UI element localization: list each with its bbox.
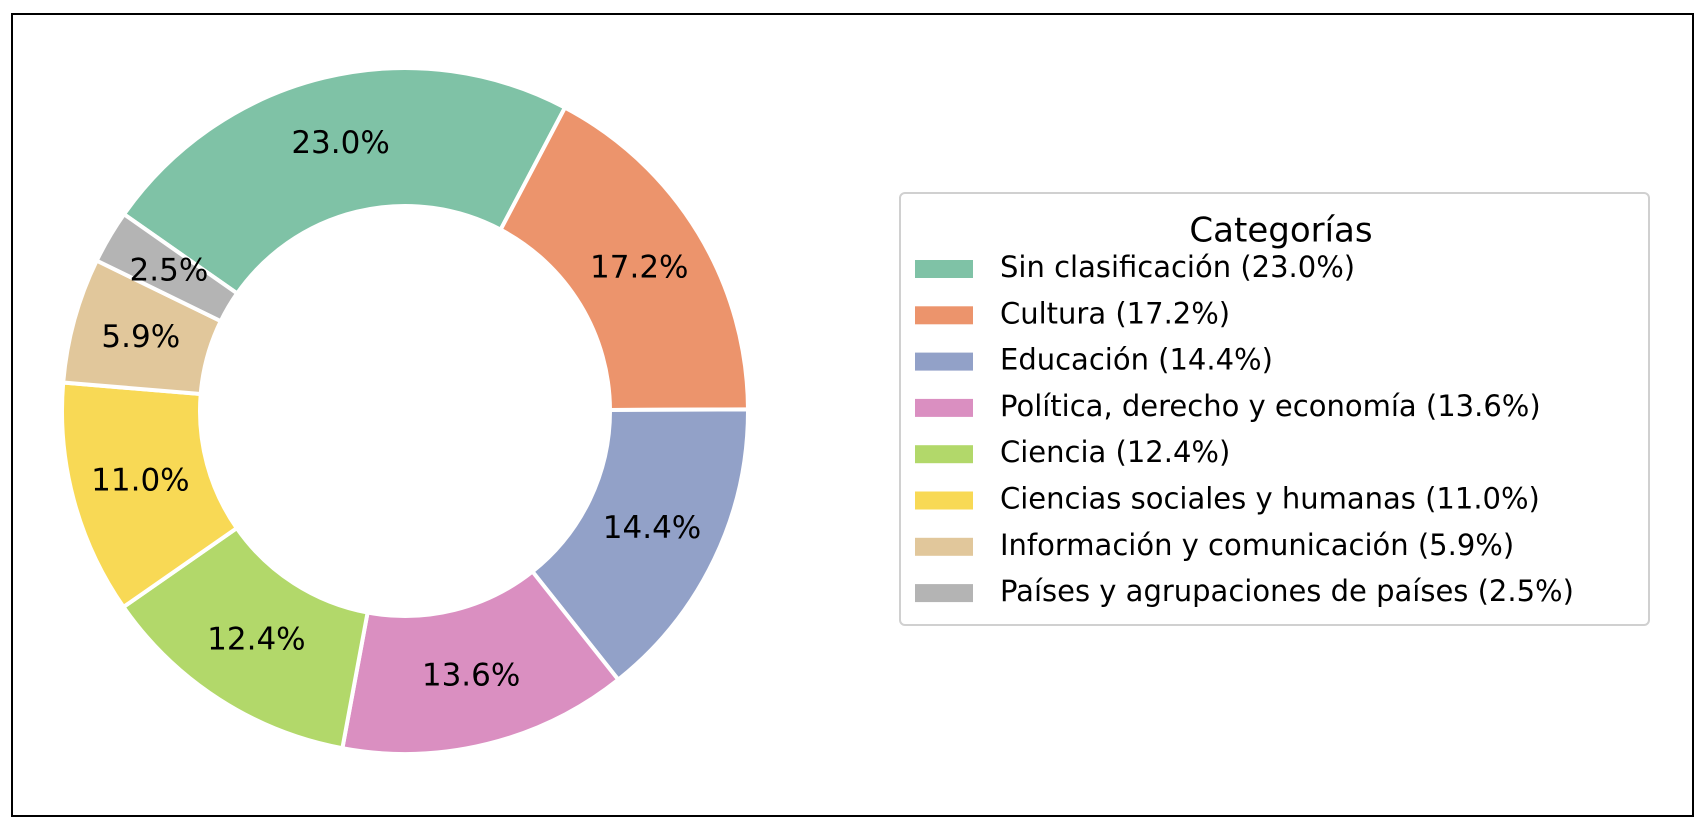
slice-labels: 23.0% 17.2% 14.4% 13.6% 12.4% 11.0% 5.9% 2.5% <box>91 125 701 693</box>
legend-title: Categorías <box>1189 211 1372 251</box>
slice-percent-label: 13.6% <box>422 657 520 693</box>
legend-swatch <box>915 445 973 464</box>
legend-swatch <box>915 398 973 417</box>
legend-entry-label: Sin clasificación (23.0%) <box>1000 250 1355 284</box>
legend-entry-label: Política, derecho y economía (13.6%) <box>1000 389 1541 423</box>
slice-percent-label: 2.5% <box>130 252 209 288</box>
donut-slice-2 <box>497 104 751 413</box>
donut-slice-1 <box>121 66 568 297</box>
donut-slice-8 <box>94 211 240 324</box>
legend-entry-label: Información y comunicación (5.9%) <box>1000 528 1514 562</box>
slice-percent-label: 23.0% <box>291 125 389 161</box>
legend-entry-label: Ciencia (12.4%) <box>1000 435 1230 469</box>
legend-swatch <box>915 537 973 556</box>
legend: Categorías Sin clasificación (23.0%) Cult… <box>899 192 1650 626</box>
legend-entry-label: Cultura (17.2%) <box>1000 296 1230 330</box>
legend-swatch <box>915 352 973 371</box>
legend-box <box>899 192 1650 626</box>
slice-percent-label: 17.2% <box>590 249 688 285</box>
slice-percent-label: 14.4% <box>603 510 701 546</box>
legend-entry-label: Ciencias sociales y humanas (11.0%) <box>1000 482 1540 516</box>
slice-percent-label: 5.9% <box>101 319 180 355</box>
legend-swatch <box>915 260 973 278</box>
legend-entry-label: Educación (14.4%) <box>1000 343 1273 377</box>
legend-entries: Sin clasificación (23.0%) Cultura (17.2%)… <box>915 250 1574 608</box>
slice-percent-label: 12.4% <box>207 622 305 658</box>
legend-swatch <box>915 584 973 603</box>
legend-swatch <box>915 306 973 325</box>
donut-slice-3 <box>529 407 750 683</box>
legend-entry-label: Países y agrupaciones de países (2.5%) <box>1000 574 1574 608</box>
donut-slices <box>60 66 751 756</box>
slice-percent-label: 11.0% <box>91 463 189 499</box>
legend-swatch <box>915 491 973 510</box>
